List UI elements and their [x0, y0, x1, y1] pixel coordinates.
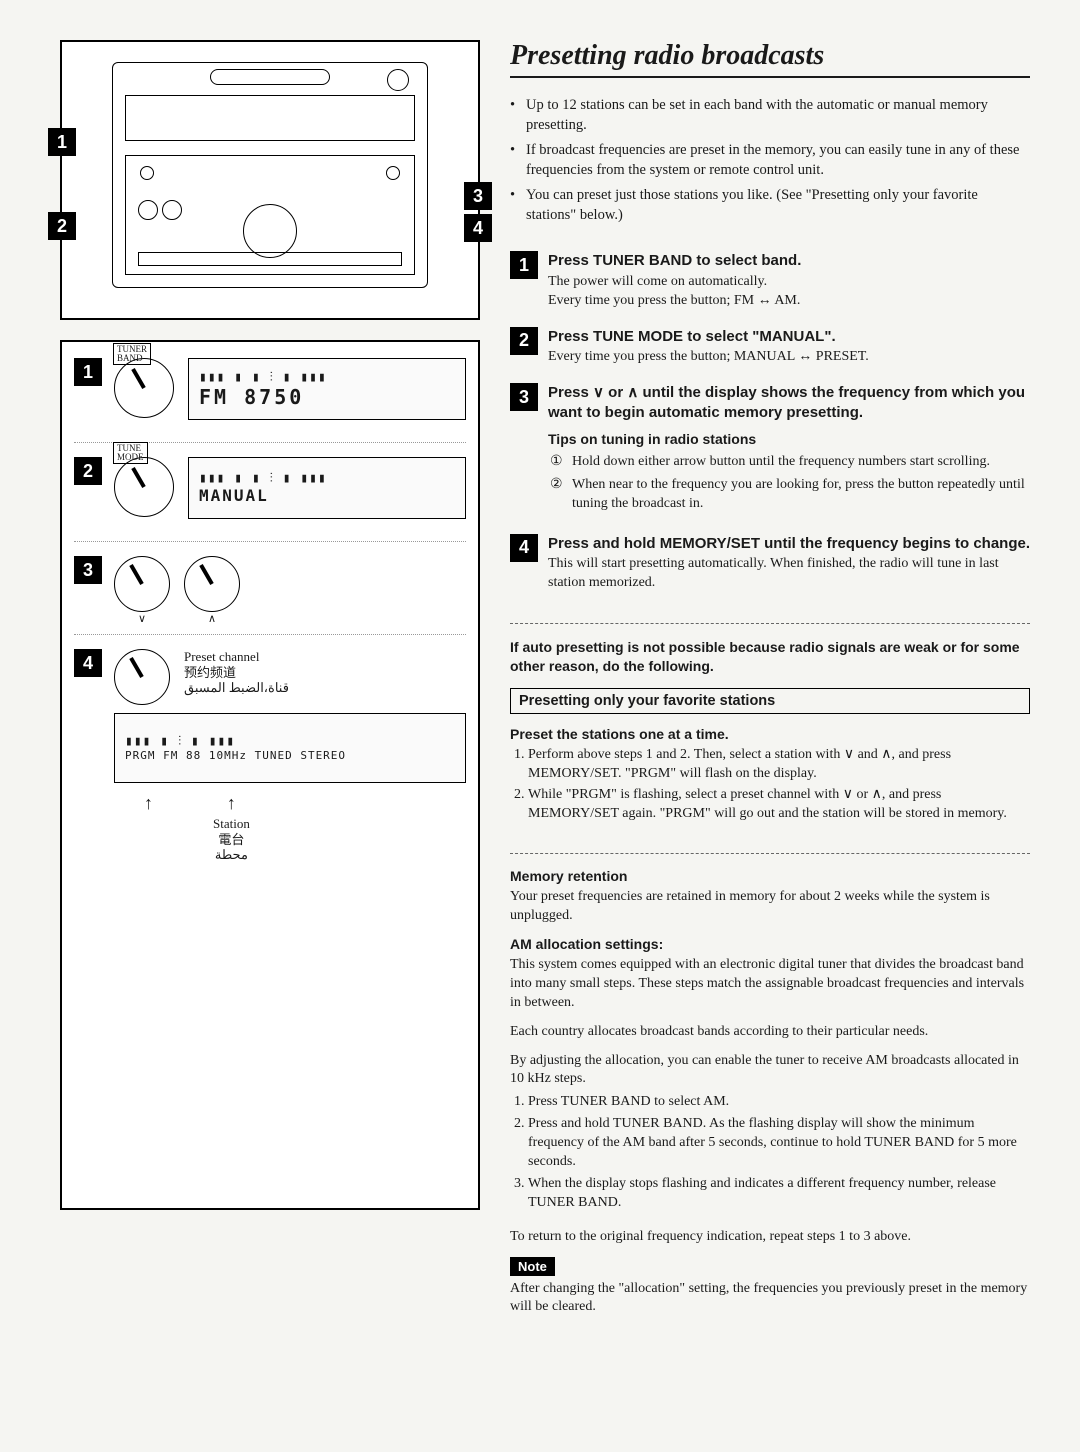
step-4-head: Press and hold MEMORY/SET until the freq…	[548, 534, 1030, 554]
step-3-badge: 3	[510, 383, 538, 411]
am-steps: Press TUNER BAND to select AM. Press and…	[510, 1093, 1030, 1215]
callout-4: 4	[464, 214, 492, 242]
am-p2: Each country allocates broadcast bands a…	[510, 1023, 1030, 1042]
am-p1: This system comes equipped with an elect…	[510, 956, 1030, 1013]
preset-channel-ar: قناة،الضبط المسبق	[184, 680, 289, 696]
down-knob: ∨	[114, 556, 170, 612]
callout-1: 1	[48, 128, 76, 156]
am-p3: By adjusting the allocation, you can ena…	[510, 1052, 1030, 1090]
step-2-badge: 2	[510, 327, 538, 355]
intro-bullets: Up to 12 stations can be set in each ban…	[510, 96, 1030, 231]
tip-2: When near to the frequency you are looki…	[566, 476, 1030, 514]
divider	[510, 853, 1030, 854]
station-label: Station	[213, 816, 250, 832]
weak-signal-note: If auto presetting is not possible becau…	[510, 638, 1030, 676]
up-knob: ∧	[184, 556, 240, 612]
left-step-3-badge: 3	[74, 556, 102, 584]
preset-channel-cjk: 预约频道	[184, 665, 289, 681]
left-step-2-badge: 2	[74, 457, 102, 485]
preset-steps: Perform above steps 1 and 2. Then, selec…	[510, 746, 1030, 828]
am-step-1: Press TUNER BAND to select AM.	[528, 1093, 1030, 1112]
memory-set-knob	[114, 649, 170, 705]
step-1-sub: The power will come on automatically. Ev…	[548, 273, 1030, 311]
step-1-badge: 1	[510, 251, 538, 279]
tuner-band-knob: TUNER BAND	[114, 358, 174, 418]
note-body: After changing the "allocation" setting,…	[510, 1280, 1030, 1318]
intro-bullet: Up to 12 stations can be set in each ban…	[510, 96, 1030, 135]
memory-retention-head: Memory retention	[510, 868, 1030, 884]
memory-retention-body: Your preset frequencies are retained in …	[510, 888, 1030, 926]
am-step-3: When the display stops flashing and indi…	[528, 1175, 1030, 1213]
station-ar: محطة	[213, 847, 250, 863]
preset-step-1: Perform above steps 1 and 2. Then, selec…	[528, 746, 1030, 784]
preset-channel-label: Preset channel	[184, 649, 289, 665]
step-3: 3 Press ∨ or ∧ until the display shows t…	[510, 383, 1030, 518]
preset-one-at-a-time-head: Preset the stations one at a time.	[510, 726, 1030, 742]
page-title: Presetting radio broadcasts	[510, 40, 1030, 78]
lcd-4: ▮▮▮ ▮ ⫶ ▮ ▮▮▮ PRGM FM 88 10MHz TUNED STE…	[114, 713, 466, 783]
lcd-2: ▮▮▮ ▮ ▮ ⫶ ▮ ▮▮▮ MANUAL	[188, 457, 466, 519]
tip-1: Hold down either arrow button until the …	[566, 453, 1030, 472]
step-2: 2 Press TUNE MODE to select "MANUAL". Ev…	[510, 327, 1030, 367]
step-4-sub: This will start presetting automatically…	[548, 555, 1030, 593]
am-p4: To return to the original frequency indi…	[510, 1228, 1030, 1247]
intro-bullet: You can preset just those stations you l…	[510, 186, 1030, 225]
callout-3: 3	[464, 182, 492, 210]
callout-2: 2	[48, 212, 76, 240]
station-ja: 電台	[213, 832, 250, 848]
stereo-illustration: 1 2 3 4	[60, 40, 480, 320]
step-4-badge: 4	[510, 534, 538, 562]
lcd-1: ▮▮▮ ▮ ▮ ⫶ ▮ ▮▮▮ FM 8750	[188, 358, 466, 420]
note-badge: Note	[510, 1257, 555, 1276]
steps-illustration: 1 TUNER BAND ▮▮▮ ▮ ▮ ⫶ ▮ ▮▮▮ FM 8750 2	[60, 340, 480, 1210]
intro-bullet: If broadcast frequencies are preset in t…	[510, 141, 1030, 180]
am-step-2: Press and hold TUNER BAND. As the flashi…	[528, 1115, 1030, 1172]
step-1: 1 Press TUNER BAND to select band. The p…	[510, 251, 1030, 310]
step-1-head: Press TUNER BAND to select band.	[548, 251, 1030, 271]
preset-step-2: While "PRGM" is flashing, select a prese…	[528, 786, 1030, 824]
step-2-head: Press TUNE MODE to select "MANUAL".	[548, 327, 1030, 347]
step-4: 4 Press and hold MEMORY/SET until the fr…	[510, 534, 1030, 593]
tune-mode-knob: TUNE MODE	[114, 457, 174, 517]
section-favorite-stations: Presetting only your favorite stations	[510, 688, 1030, 714]
am-allocation-head: AM allocation settings:	[510, 936, 1030, 952]
tips-head: Tips on tuning in radio stations	[548, 430, 1030, 449]
step-2-sub: Every time you press the button; MANUAL …	[548, 348, 1030, 367]
step-3-head: Press ∨ or ∧ until the display shows the…	[548, 383, 1030, 422]
divider	[510, 623, 1030, 624]
left-step-4-badge: 4	[74, 649, 102, 677]
left-step-1-badge: 1	[74, 358, 102, 386]
